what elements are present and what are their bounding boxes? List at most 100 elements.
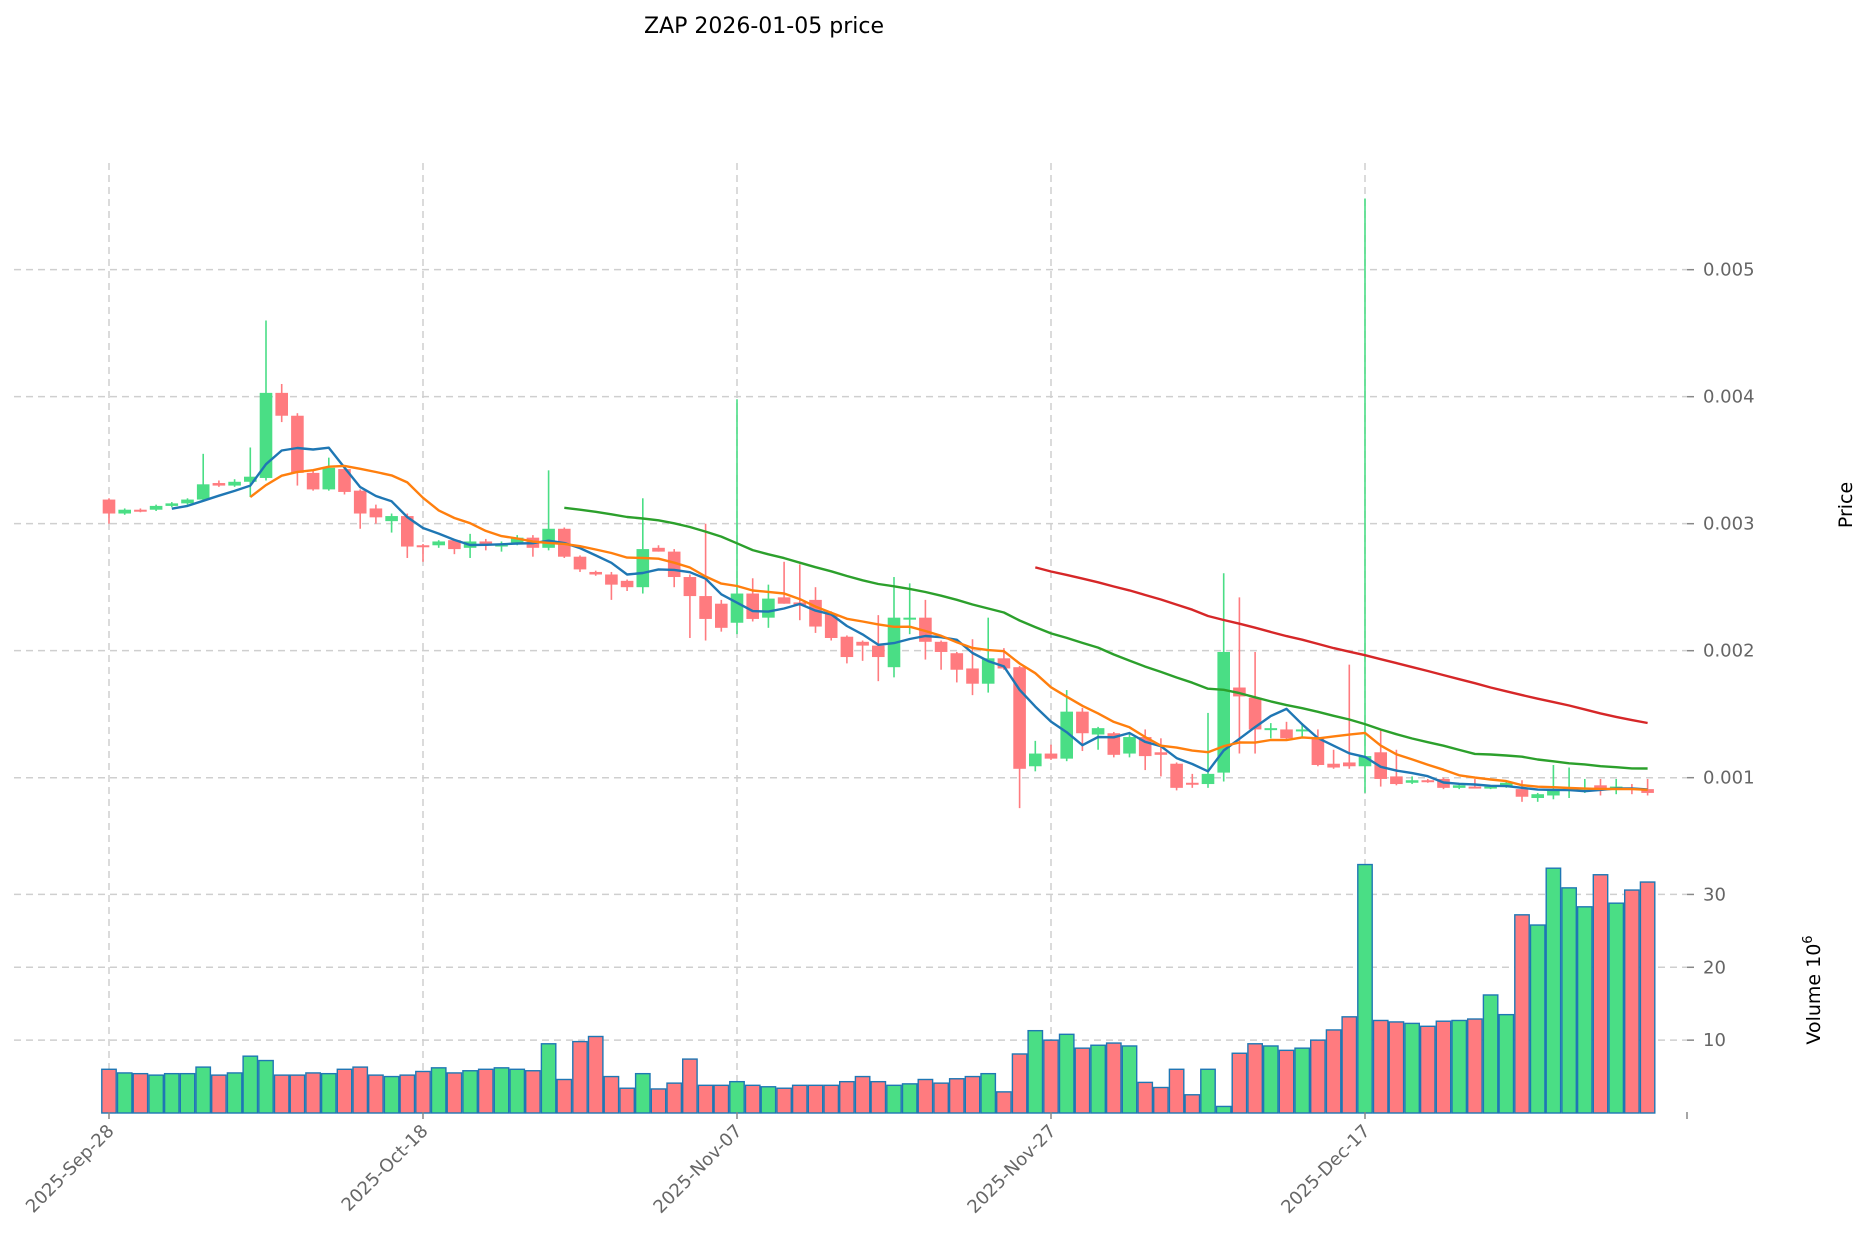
volume-bar bbox=[273, 1074, 290, 1114]
candle bbox=[1374, 729, 1387, 787]
candle bbox=[1562, 767, 1576, 799]
candle-body bbox=[1405, 780, 1419, 783]
candle-body bbox=[950, 653, 964, 670]
candle-body bbox=[1044, 753, 1058, 759]
volume-bar bbox=[1011, 1053, 1028, 1114]
candle-body bbox=[306, 472, 320, 490]
volume-bar bbox=[1137, 1081, 1154, 1114]
candle bbox=[746, 578, 759, 622]
candle bbox=[369, 504, 383, 524]
candle-body bbox=[683, 577, 697, 597]
candle-body bbox=[102, 499, 116, 514]
candle bbox=[1280, 721, 1293, 740]
candle bbox=[432, 540, 445, 548]
volume-bar bbox=[776, 1087, 793, 1114]
volume-bar bbox=[807, 1084, 824, 1114]
candle bbox=[1044, 744, 1058, 760]
candle bbox=[1405, 776, 1419, 785]
ma30-line bbox=[564, 506, 1648, 770]
volume-bar bbox=[854, 1075, 871, 1114]
volume-bar bbox=[368, 1074, 384, 1114]
candle bbox=[1594, 778, 1607, 796]
candle bbox=[872, 615, 885, 682]
volume-bar bbox=[1200, 1068, 1216, 1114]
candle bbox=[1233, 597, 1246, 754]
candle bbox=[353, 489, 367, 529]
volume-bar bbox=[556, 1078, 573, 1114]
candle-body bbox=[1186, 782, 1199, 785]
candle-body bbox=[620, 580, 634, 588]
candle-body bbox=[934, 641, 948, 652]
candle-body bbox=[636, 549, 650, 588]
candle-body bbox=[903, 617, 916, 620]
volume-bar bbox=[901, 1083, 918, 1114]
candle bbox=[605, 571, 618, 600]
candle-body bbox=[1500, 782, 1513, 787]
candle-body bbox=[872, 645, 885, 658]
candle bbox=[683, 574, 697, 638]
candle-body bbox=[118, 509, 131, 514]
candle-body bbox=[259, 392, 273, 478]
candle-body bbox=[1311, 737, 1325, 765]
candle bbox=[306, 470, 320, 491]
candle-body bbox=[715, 603, 728, 628]
volume-bar bbox=[1105, 1042, 1122, 1114]
candle-body bbox=[181, 499, 194, 504]
volume-bar bbox=[1278, 1049, 1295, 1114]
volume-tick-label: 10 bbox=[1703, 1030, 1726, 1051]
volume-bar bbox=[1184, 1094, 1201, 1114]
candle-body bbox=[291, 415, 304, 473]
candle bbox=[134, 508, 147, 513]
volume-bar bbox=[493, 1067, 510, 1114]
x-tick-label: 2025-Dec-17 bbox=[1277, 1121, 1374, 1218]
volume-bar bbox=[1027, 1029, 1044, 1114]
candle-body bbox=[353, 490, 367, 514]
candle-body bbox=[1358, 756, 1372, 767]
candle bbox=[667, 549, 681, 588]
candle bbox=[196, 453, 210, 501]
volume-bar bbox=[101, 1068, 117, 1114]
volume-bar bbox=[572, 1040, 588, 1114]
candle bbox=[652, 545, 665, 552]
candle-body bbox=[401, 516, 414, 547]
candle-body bbox=[1201, 773, 1215, 785]
volume-bar bbox=[1576, 906, 1593, 1114]
ma10-line bbox=[249, 464, 1648, 791]
price-tick-label: 0.003 bbox=[1703, 514, 1755, 535]
volume-bar bbox=[116, 1072, 133, 1114]
price-tick-label: 0.002 bbox=[1703, 641, 1755, 662]
candle-body bbox=[1531, 794, 1544, 799]
volume-bar bbox=[744, 1084, 761, 1114]
candle bbox=[1311, 729, 1325, 767]
candle-body bbox=[1515, 789, 1529, 797]
candle bbox=[448, 538, 461, 555]
candle bbox=[636, 498, 650, 594]
volume-bar bbox=[823, 1084, 840, 1114]
candle-body bbox=[228, 481, 241, 486]
volume-bar bbox=[886, 1084, 902, 1114]
candle-body bbox=[762, 598, 775, 618]
candle-body bbox=[1154, 752, 1168, 755]
candle-body bbox=[1641, 789, 1654, 793]
candle bbox=[699, 523, 712, 641]
candle bbox=[1531, 792, 1544, 802]
candle-body bbox=[1123, 737, 1136, 754]
volume-bar bbox=[163, 1072, 180, 1114]
candle bbox=[401, 513, 414, 558]
volume-bar bbox=[258, 1059, 274, 1114]
candle-body bbox=[244, 476, 257, 482]
candle-body bbox=[1060, 711, 1073, 759]
volume-bar bbox=[430, 1067, 447, 1114]
volume-bar bbox=[1215, 1105, 1232, 1114]
candle-body bbox=[1327, 763, 1340, 768]
volume-bar bbox=[1043, 1039, 1059, 1114]
candle-body bbox=[1421, 780, 1435, 783]
candle bbox=[1343, 664, 1356, 769]
candle-body bbox=[212, 483, 226, 486]
candle bbox=[275, 383, 288, 423]
volume-bar bbox=[980, 1072, 997, 1114]
candle bbox=[181, 498, 194, 505]
candle-body bbox=[149, 505, 163, 510]
volume-bar bbox=[132, 1072, 149, 1114]
